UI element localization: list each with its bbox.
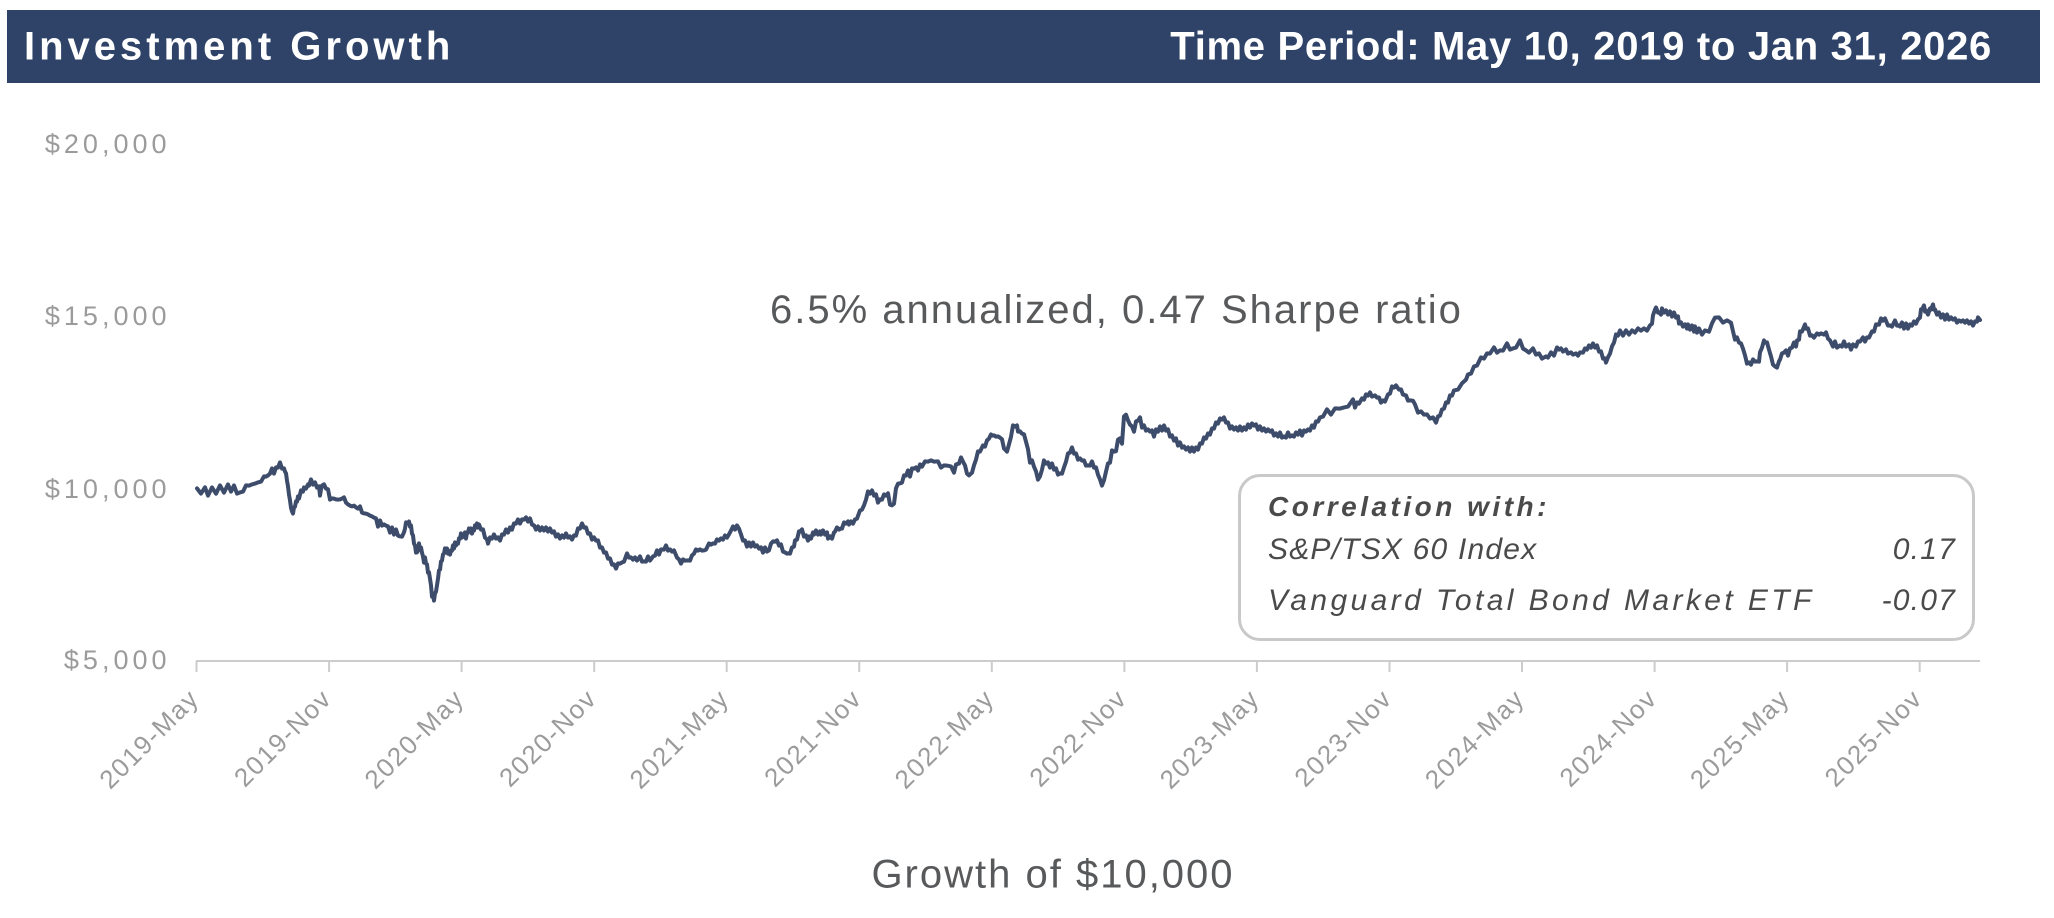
svg-text:2021-May: 2021-May	[623, 683, 734, 794]
svg-text:2020-May: 2020-May	[358, 683, 469, 794]
svg-text:2025-May: 2025-May	[1684, 683, 1795, 794]
svg-text:2019-Nov: 2019-Nov	[228, 683, 337, 792]
svg-text:2021-Nov: 2021-Nov	[758, 683, 867, 792]
svg-text:2023-Nov: 2023-Nov	[1288, 683, 1397, 792]
svg-text:$5,000: $5,000	[64, 645, 171, 675]
svg-text:2019-May: 2019-May	[93, 683, 204, 794]
svg-text:$20,000: $20,000	[45, 129, 171, 159]
svg-text:2024-May: 2024-May	[1419, 683, 1530, 794]
svg-text:$15,000: $15,000	[45, 301, 171, 331]
svg-text:2023-May: 2023-May	[1154, 683, 1265, 794]
svg-text:2024-Nov: 2024-Nov	[1553, 683, 1662, 792]
svg-text:2022-May: 2022-May	[889, 683, 1000, 794]
svg-text:2025-Nov: 2025-Nov	[1819, 683, 1928, 792]
svg-text:2020-Nov: 2020-Nov	[493, 683, 602, 792]
svg-text:2022-Nov: 2022-Nov	[1023, 683, 1132, 792]
svg-text:$10,000: $10,000	[45, 474, 171, 504]
